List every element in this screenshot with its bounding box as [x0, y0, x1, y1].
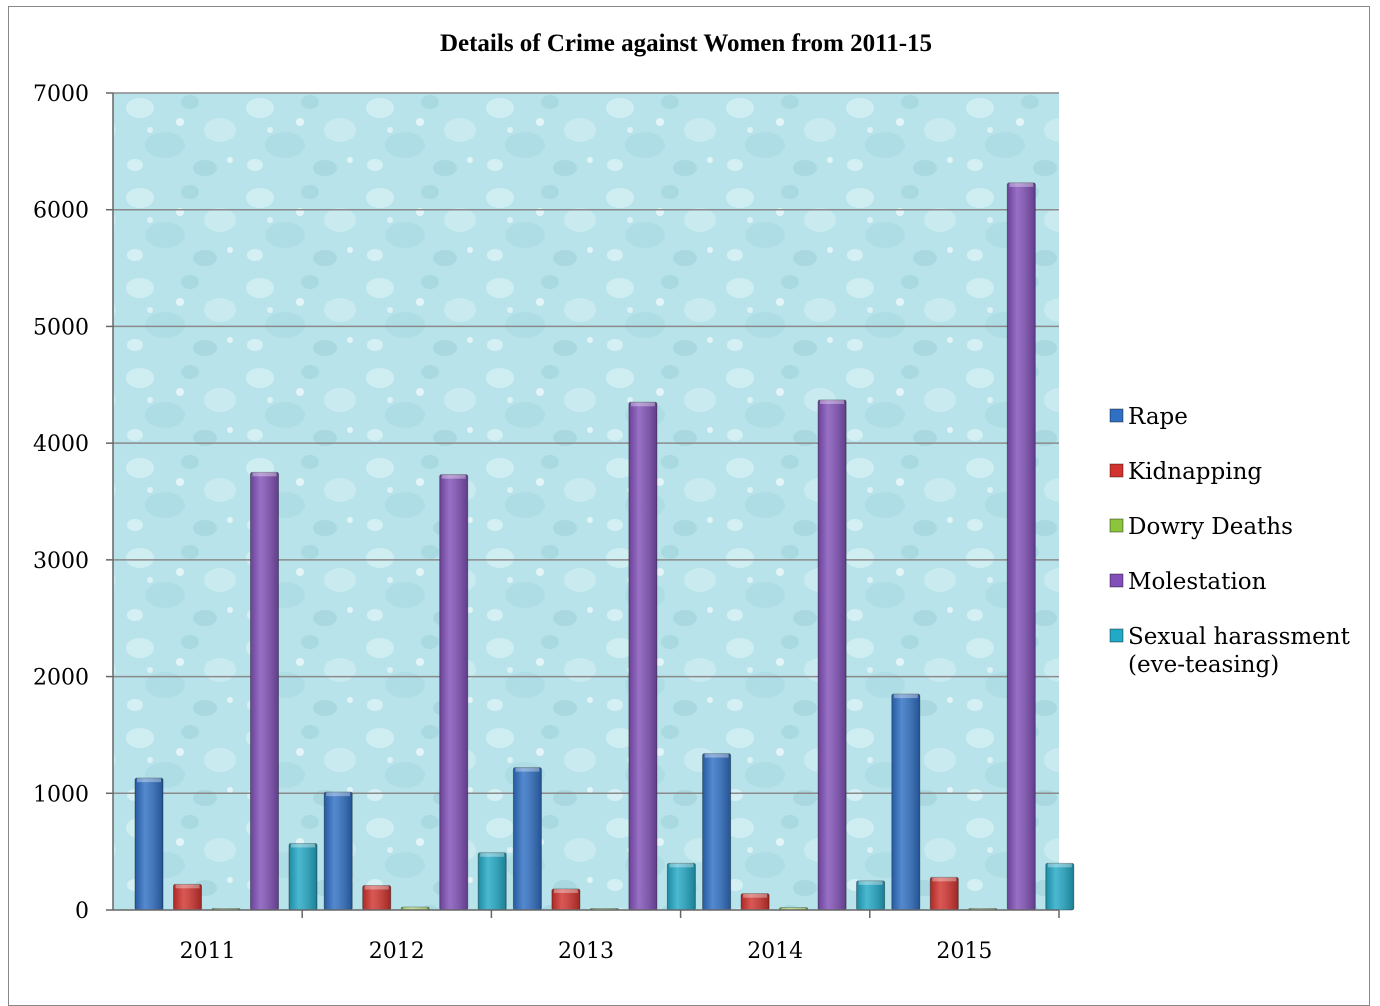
- y-tick-label: 2000: [33, 666, 89, 691]
- bar-rape-2015: [891, 693, 921, 911]
- legend-swatch: [1109, 573, 1124, 588]
- bar-sexual-harassment-eve-teasing--2011: [288, 842, 318, 911]
- bar-kidnapping-2014: [740, 893, 770, 911]
- legend-label: Sexual harassment (eve-teasing): [1128, 624, 1351, 678]
- x-tick-label: 2013: [558, 939, 614, 964]
- y-tick-label: 6000: [33, 199, 89, 224]
- bar-rape-2014: [702, 753, 732, 911]
- bar-sexual-harassment-eve-teasing--2012: [477, 852, 507, 911]
- legend-item: Kidnapping: [1109, 459, 1262, 485]
- bar-kidnapping-2012: [362, 884, 392, 911]
- bar-rape-2011: [134, 777, 164, 911]
- legend-label: Dowry Deaths: [1128, 514, 1293, 540]
- bar-molestation-2015: [1006, 182, 1036, 911]
- bar-kidnapping-2011: [173, 883, 202, 911]
- y-axis-tick-labels: 0 1000 2000 3000 4000 5000 6000 7000: [33, 82, 89, 924]
- y-tick-label: 5000: [33, 315, 89, 340]
- y-tick-label: 1000: [33, 782, 89, 807]
- legend-item: Molestation: [1109, 569, 1267, 595]
- bar-molestation-2012: [439, 474, 469, 911]
- x-axis-tick-labels: 2011 2012 2013 2014 2015: [180, 939, 993, 964]
- legend-label: Kidnapping: [1128, 459, 1262, 485]
- legend-swatch: [1109, 463, 1124, 478]
- y-tick-label: 7000: [33, 82, 89, 107]
- y-tick-label: 4000: [33, 432, 89, 457]
- y-tick-label: 3000: [33, 549, 89, 574]
- x-tick-label: 2012: [369, 939, 425, 964]
- legend-label: Molestation: [1128, 569, 1267, 595]
- legend-swatch: [1109, 628, 1124, 643]
- legend: Rape Kidnapping Dowry Deaths Molestation Sex…: [1109, 404, 1351, 678]
- bar-molestation-2013: [628, 401, 658, 911]
- bar-sexual-harassment-eve-teasing--2015: [1045, 862, 1075, 911]
- bar-kidnapping-2015: [929, 876, 959, 911]
- bar-molestation-2011: [250, 471, 279, 911]
- chart: Details of Crime against Women from 2011…: [33, 30, 1351, 964]
- legend-item: Rape: [1109, 404, 1188, 430]
- bar-rape-2013: [512, 767, 542, 911]
- legend-item: Dowry Deaths: [1109, 514, 1293, 540]
- bar-molestation-2014: [817, 399, 847, 911]
- x-tick-label: 2015: [936, 939, 992, 964]
- bar-kidnapping-2013: [551, 888, 581, 911]
- legend-swatch: [1109, 408, 1124, 423]
- y-tick-label: 0: [75, 899, 89, 924]
- legend-label: Rape: [1128, 404, 1188, 430]
- axes: [112, 93, 1060, 918]
- bar-sexual-harassment-eve-teasing--2013: [666, 862, 696, 911]
- bars: [134, 182, 1075, 911]
- x-tick-label: 2011: [180, 939, 236, 964]
- x-tick-label: 2014: [747, 939, 803, 964]
- bar-rape-2012: [323, 791, 353, 911]
- legend-item: Sexual harassment (eve-teasing): [1109, 624, 1351, 678]
- bar-sexual-harassment-eve-teasing--2014: [856, 880, 886, 911]
- chart-title: Details of Crime against Women from 2011…: [440, 30, 932, 57]
- legend-swatch: [1109, 518, 1124, 533]
